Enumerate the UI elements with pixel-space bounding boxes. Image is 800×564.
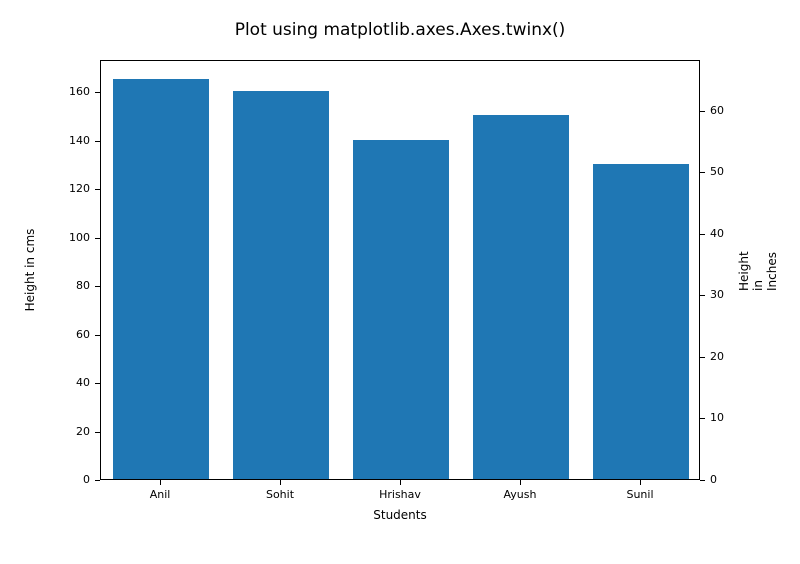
- tick-mark: [95, 238, 100, 239]
- tick-mark: [700, 418, 705, 419]
- plot-area: [100, 60, 700, 480]
- tick-mark: [400, 480, 401, 485]
- y-tick-left: 40: [50, 376, 90, 389]
- y-tick-left: 140: [50, 134, 90, 147]
- bar: [473, 115, 569, 479]
- y-tick-right: 40: [710, 227, 724, 240]
- tick-mark: [95, 286, 100, 287]
- tick-mark: [280, 480, 281, 485]
- y-tick-right: 30: [710, 288, 724, 301]
- tick-mark: [160, 480, 161, 485]
- tick-mark: [95, 432, 100, 433]
- tick-mark: [640, 480, 641, 485]
- y-tick-right: 60: [710, 104, 724, 117]
- y-tick-left: 60: [50, 328, 90, 341]
- y-tick-left: 120: [50, 182, 90, 195]
- tick-mark: [95, 92, 100, 93]
- y-tick-right: 10: [710, 411, 724, 424]
- bar: [233, 91, 329, 479]
- y-axis-label-right: Height in Inches: [737, 249, 779, 291]
- chart-container: Plot using matplotlib.axes.Axes.twinx() …: [0, 0, 800, 564]
- tick-mark: [95, 141, 100, 142]
- y-tick-right: 0: [710, 473, 717, 486]
- tick-mark: [700, 172, 705, 173]
- tick-mark: [95, 335, 100, 336]
- tick-mark: [95, 383, 100, 384]
- tick-mark: [95, 189, 100, 190]
- tick-mark: [700, 357, 705, 358]
- tick-mark: [520, 480, 521, 485]
- tick-mark: [700, 111, 705, 112]
- y-tick-left: 80: [50, 279, 90, 292]
- x-tick: Anil: [150, 488, 171, 501]
- tick-mark: [95, 480, 100, 481]
- tick-mark: [700, 295, 705, 296]
- chart-title: Plot using matplotlib.axes.Axes.twinx(): [0, 20, 800, 40]
- x-axis-label: Students: [100, 508, 700, 522]
- x-tick: Sohit: [266, 488, 294, 501]
- bar: [593, 164, 689, 479]
- tick-mark: [700, 480, 705, 481]
- y-axis-label-left: Height in cms: [23, 229, 37, 312]
- x-tick: Hrishav: [379, 488, 421, 501]
- tick-mark: [700, 234, 705, 235]
- bar: [113, 79, 209, 479]
- x-tick: Ayush: [504, 488, 537, 501]
- y-tick-left: 20: [50, 425, 90, 438]
- y-tick-left: 0: [50, 473, 90, 486]
- x-tick: Sunil: [626, 488, 653, 501]
- y-tick-left: 100: [50, 231, 90, 244]
- y-tick-left: 160: [50, 85, 90, 98]
- y-tick-right: 20: [710, 350, 724, 363]
- bar: [353, 140, 449, 479]
- y-tick-right: 50: [710, 165, 724, 178]
